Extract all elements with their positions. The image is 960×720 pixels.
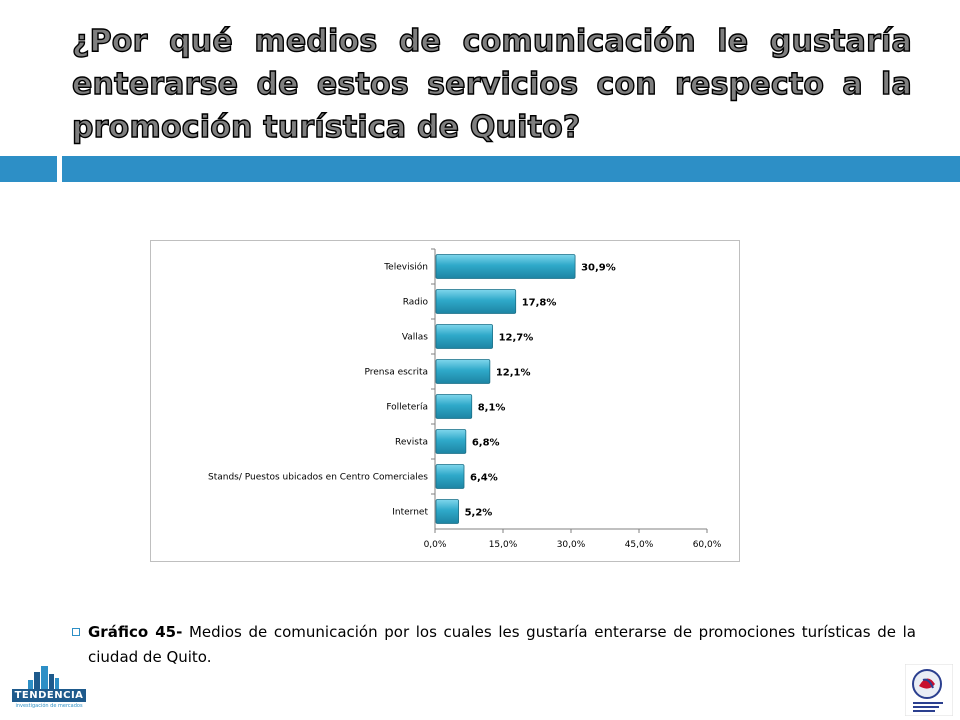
building-skyline-icon: [28, 666, 59, 690]
data-label: 6,8%: [472, 438, 500, 449]
bar: [435, 324, 493, 349]
category-label: Televisión: [383, 262, 428, 273]
data-label: 12,7%: [499, 333, 534, 344]
data-label: 17,8%: [522, 298, 557, 309]
caption-label: Gráfico 45-: [88, 623, 183, 641]
quito-turismo-emblem-icon: [904, 663, 954, 717]
tendencia-logo-subtitle: investigación de mercados: [15, 703, 83, 709]
title-band-divider: [57, 150, 62, 186]
title-band-left: [0, 156, 57, 182]
bar: [435, 429, 467, 454]
bar: [435, 359, 491, 384]
x-tick-label: 60,0%: [693, 540, 722, 550]
x-tick-label: 45,0%: [625, 540, 654, 550]
bar: [435, 394, 473, 419]
chart-frame: 0,0% 15,0% 30,0% 45,0% 60,0% Televisión 30,9% R…: [150, 240, 740, 562]
category-label: Internet: [392, 508, 428, 518]
data-label: 5,2%: [465, 508, 493, 519]
data-label: 12,1%: [496, 368, 531, 379]
category-label: Radio: [403, 298, 429, 308]
category-label: Prensa escrita: [365, 368, 429, 378]
bar: [435, 464, 465, 489]
x-tick-label: 30,0%: [557, 540, 586, 550]
title-band-right: [62, 156, 960, 182]
bar: [435, 499, 459, 524]
tendencia-logo: TENDENCIA investigación de mercados: [4, 664, 88, 716]
x-tick-label: 15,0%: [489, 540, 518, 550]
slide-title: ¿Por qué medios de comunicación le gusta…: [71, 23, 912, 145]
tendencia-logo-name: TENDENCIA: [12, 689, 86, 702]
caption-text: Medios de comunicación por los cuales le…: [88, 623, 917, 666]
category-label: Vallas: [402, 333, 428, 343]
bar: [435, 289, 517, 314]
category-label: Folletería: [386, 403, 428, 413]
quito-turismo-logo: [904, 663, 954, 717]
bar-chart: 0,0% 15,0% 30,0% 45,0% 60,0% Televisión 30,9% R…: [208, 248, 722, 550]
caption-bullet-icon: [72, 628, 80, 636]
x-tick-label: 0,0%: [424, 540, 447, 550]
data-label: 8,1%: [478, 403, 506, 414]
data-label: 6,4%: [470, 473, 498, 484]
bar: [435, 254, 576, 279]
category-label: Revista: [395, 438, 428, 448]
figure-caption: Gráfico 45- Medios de comunicación por l…: [72, 620, 917, 670]
data-label: 30,9%: [581, 263, 616, 274]
category-label: Stands/ Puestos ubicados en Centro Comer…: [208, 473, 428, 483]
